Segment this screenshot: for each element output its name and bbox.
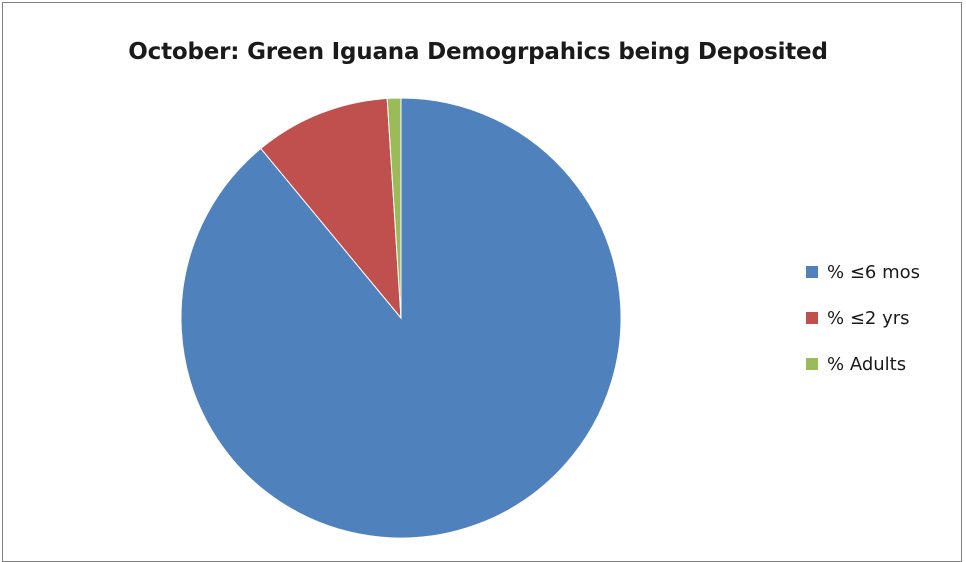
legend-item-adults: % Adults bbox=[806, 353, 920, 375]
pie-slices bbox=[180, 97, 622, 539]
legend-label-adults: % Adults bbox=[827, 353, 907, 375]
pie-slice-under-2-years bbox=[260, 97, 402, 320]
pie-slice-adults bbox=[386, 97, 402, 319]
chart-title: October: Green Iguana Demogrpahics being… bbox=[128, 39, 828, 65]
legend: % ≤6 mos % ≤2 yrs % Adults bbox=[806, 261, 920, 399]
legend-label-under-2-years: % ≤2 yrs bbox=[827, 307, 910, 329]
legend-label-under-6-months: % ≤6 mos bbox=[827, 261, 921, 283]
legend-swatch-under-2-years bbox=[806, 312, 818, 324]
legend-item-under-2-years: % ≤2 yrs bbox=[806, 307, 920, 329]
legend-item-under-6-months: % ≤6 mos bbox=[806, 261, 920, 283]
legend-swatch-under-6-months bbox=[806, 266, 818, 278]
pie-plot bbox=[180, 97, 622, 539]
legend-swatch-adults bbox=[806, 358, 818, 370]
